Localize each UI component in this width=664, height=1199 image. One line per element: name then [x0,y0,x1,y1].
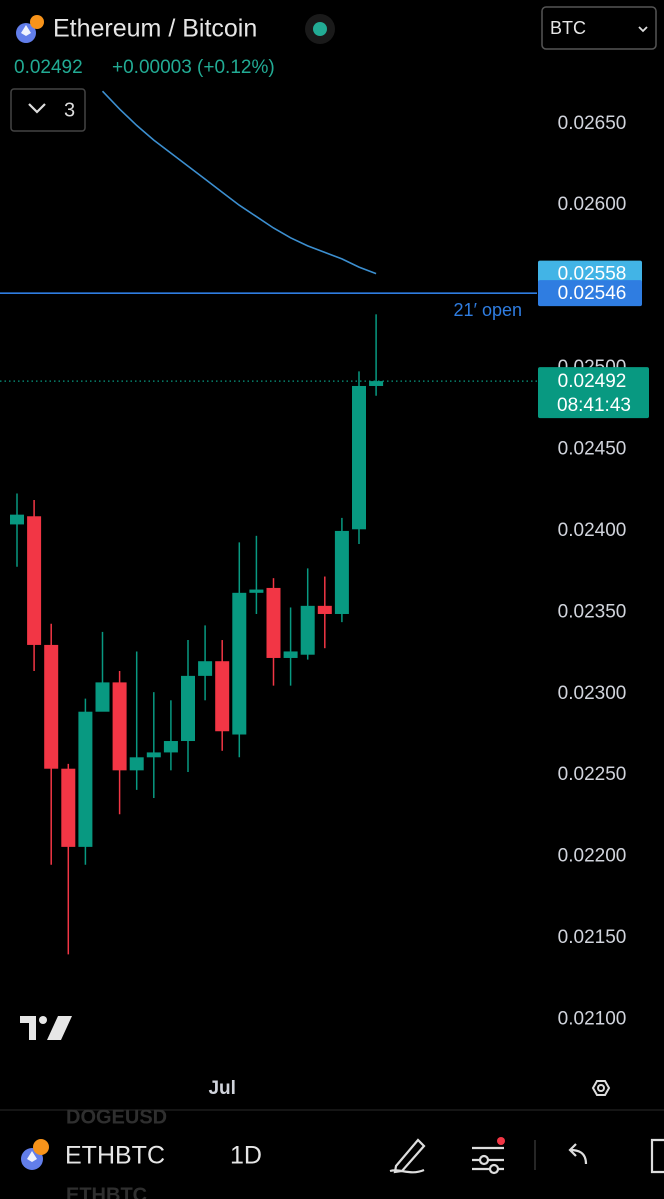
plot-area [10,90,384,955]
last-price: 0.02492 [14,57,83,78]
y-tick-label: 0.02200 [558,846,627,867]
candle-body [27,516,42,645]
level-tag [538,280,642,307]
ma-tag-label: 0.02558 [558,264,627,285]
indicators-toggle[interactable]: 3 [10,88,86,132]
candle-body [10,514,24,525]
price-tag [538,367,649,419]
toolbar-symbol[interactable]: ETHBTC [65,1142,165,1170]
level-label: 21′ open [454,300,522,320]
settings-button[interactable] [591,1080,611,1096]
fullscreen-button[interactable] [650,1138,664,1174]
y-tick-label: 0.02100 [558,1009,627,1030]
y-tick-label: 0.02400 [558,520,627,541]
candle-body [78,711,93,847]
draw-tool[interactable] [389,1138,426,1174]
ghost-symbol: DOGEUSD [66,1106,167,1128]
undo-button[interactable] [568,1143,588,1165]
y-tick-label: 0.02450 [558,439,627,460]
tv-logo [20,1016,72,1040]
toolbar-interval[interactable]: 1D [230,1142,262,1170]
countdown-label: 08:41:43 [557,395,631,416]
candle-body [317,605,332,614]
y-tick-label: 0.02300 [558,683,627,704]
symbol-title: Ethereum / Bitcoin [53,15,257,43]
toolbar-symbol-icon [21,1139,49,1170]
currency-label: BTC [550,18,586,38]
level-tag-label: 0.02546 [558,283,627,304]
candle-body [163,741,178,753]
x-tick-label: Jul [208,1078,235,1099]
price-tag-label: 0.02492 [558,371,627,392]
symbol-icon [16,15,44,43]
y-tick-label: 0.02600 [558,194,627,215]
indicator-settings[interactable] [472,1137,505,1175]
y-tick-label: 0.02250 [558,764,627,785]
candle-body [61,768,76,847]
indicator-count: 3 [64,99,75,121]
candle-body [112,682,127,771]
candle-body [283,651,298,658]
candle-body [181,675,195,742]
y-tick-label: 0.02350 [558,601,627,622]
moving-average [101,90,377,275]
y-tick-label: 0.02650 [558,113,627,134]
candle-body [198,661,213,676]
price-axis: 0.026500.026000.025500.025000.024500.024… [538,113,649,1030]
candle-body [44,644,59,769]
candle-body [334,530,349,614]
ma-tag [538,260,642,287]
price-change: +0.00003 (+0.12%) [112,57,275,78]
candle-body [266,587,281,658]
candle-body [95,682,110,712]
candle-body [369,381,384,386]
ghost-symbol: ETHBTC [66,1184,147,1199]
candle-body [300,605,315,655]
y-tick-label: 0.02150 [558,927,627,948]
market-status [313,22,327,36]
candle-body [146,752,161,758]
candle-body [129,757,144,771]
candle-body [249,589,264,593]
candle-body [352,385,366,530]
currency-select[interactable]: BTC [541,6,657,50]
candle-body [215,661,230,732]
candle-body [232,592,247,735]
